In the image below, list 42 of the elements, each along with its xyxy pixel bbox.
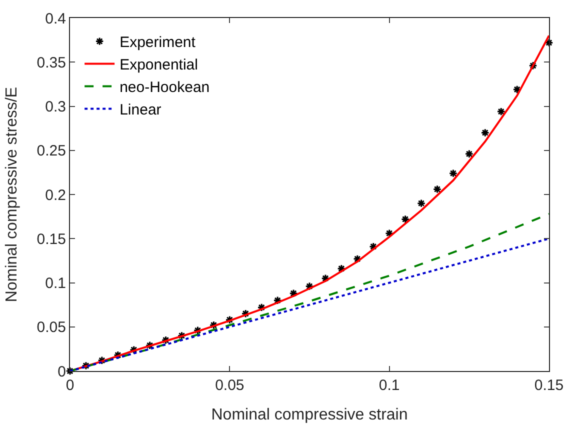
point <box>130 345 138 354</box>
point <box>241 309 250 318</box>
y-tick-label: 0.2 <box>45 186 66 204</box>
x-tick-label: 0.05 <box>215 377 244 394</box>
point <box>225 315 234 324</box>
point <box>273 296 282 305</box>
y-tick-label: 0.35 <box>36 54 66 72</box>
point <box>464 150 474 158</box>
point <box>321 274 330 283</box>
point <box>496 107 506 116</box>
point <box>480 128 490 138</box>
y-tick-label: 0.15 <box>36 230 66 248</box>
point <box>114 350 122 360</box>
line-series <box>70 212 549 371</box>
point <box>432 184 442 194</box>
point <box>193 326 202 335</box>
point <box>416 198 426 208</box>
point <box>257 303 266 312</box>
point <box>448 168 458 178</box>
point <box>305 282 314 291</box>
y-tick-label: 0.3 <box>45 98 66 116</box>
y-tick-label: 0.4 <box>45 10 66 28</box>
point <box>400 214 410 224</box>
y-tick-label: 0.05 <box>36 319 66 336</box>
x-axis-title: Nominal compressive strain <box>211 406 408 424</box>
y-axis-title: Nominal compressive stress/E <box>4 86 21 302</box>
point <box>528 61 538 70</box>
legend-label: Exponential <box>120 56 198 74</box>
point <box>512 85 522 94</box>
point <box>289 288 298 298</box>
legend-label: Linear <box>120 102 162 119</box>
line-series <box>70 34 549 371</box>
legend-label: neo-Hookean <box>120 79 210 96</box>
point <box>337 264 346 273</box>
legend-label: Experiment <box>120 34 196 52</box>
point <box>209 320 218 330</box>
x-tick-label: 0.1 <box>378 377 400 394</box>
y-tick-label: 0 <box>58 363 66 380</box>
y-tick-label: 0.25 <box>36 142 66 160</box>
x-tick-label: 0.15 <box>534 377 564 394</box>
y-tick-label: 0.1 <box>45 275 66 292</box>
point <box>145 341 154 350</box>
